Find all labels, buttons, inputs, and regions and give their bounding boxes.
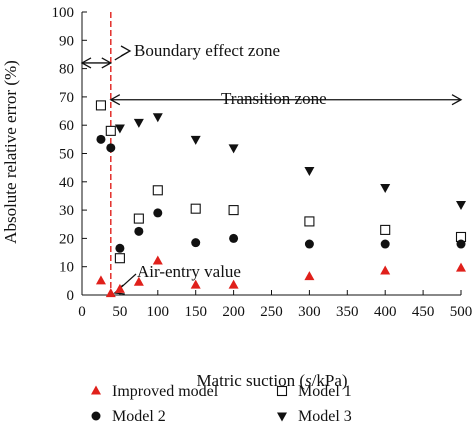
y-tick-label: 10 (59, 260, 74, 276)
point-triangle-up (114, 283, 125, 293)
x-tick-label: 500 (450, 304, 473, 320)
legend-label: Improved model (112, 383, 219, 400)
transition-arrow-head-right (451, 94, 463, 106)
point-square-open (133, 213, 144, 224)
point-triangle-down (133, 118, 144, 128)
legend-marker-triangle-up (91, 385, 101, 395)
point-circle (191, 238, 201, 248)
point-square-open (228, 205, 239, 216)
legend-label: Model 3 (298, 408, 352, 425)
point-triangle-down (456, 200, 466, 210)
point-triangle-up (304, 271, 315, 281)
point-circle (380, 239, 390, 249)
point-square-open (152, 185, 163, 196)
y-tick-label: 60 (59, 118, 74, 134)
point-triangle-up (95, 275, 106, 285)
legend-label: Model 2 (112, 408, 166, 425)
point-triangle-up (228, 279, 239, 289)
point-triangle-up (456, 262, 466, 272)
legend-marker-square-open (276, 385, 288, 397)
y-tick-label: 50 (59, 147, 74, 163)
y-tick-label: 100 (52, 5, 75, 21)
y-axis-title: Absolute relative error (%) (1, 60, 20, 244)
point-triangle-up (105, 288, 116, 298)
point-square-open (114, 253, 125, 264)
x-axis-title: Matric suction (s/kPa) (196, 371, 347, 390)
x-tick-label: 200 (222, 304, 245, 320)
transition-zone-label: Transition zone (221, 89, 327, 108)
point-circle (134, 226, 144, 236)
y-tick-label: 90 (59, 33, 74, 49)
point-triangle-down (114, 124, 125, 134)
x-tick-label: 300 (298, 304, 321, 320)
axis-ticks: 0 50 100 150 200 250 300 350 400 450 500 0 10 20 30 40 5… (52, 5, 473, 320)
legend-label: Model 1 (298, 383, 352, 400)
point-circle (96, 134, 106, 144)
annotations: Boundary effect zone Transition zone Air… (80, 41, 463, 295)
point-circle (304, 239, 314, 249)
point-triangle-up (380, 265, 391, 275)
boundary-pointer-head (120, 45, 132, 57)
point-triangle-down (190, 135, 201, 145)
boundary-zone-label: Boundary effect zone (134, 41, 280, 60)
x-tick-label: 50 (112, 304, 127, 320)
point-circle (106, 143, 116, 153)
point-square-open (190, 203, 201, 214)
x-tick-label: 350 (336, 304, 359, 320)
point-square-open (304, 216, 315, 227)
y-tick-label: 70 (59, 90, 74, 106)
data-points (95, 100, 467, 298)
x-tick-label: 150 (184, 304, 207, 320)
point-square-open (95, 100, 106, 111)
x-tick-label: 0 (78, 304, 86, 320)
x-tick-label: 100 (147, 304, 170, 320)
y-tick-label: 0 (67, 288, 75, 304)
y-tick-label: 30 (59, 203, 74, 219)
boundary-arrow-head-right (101, 57, 113, 69)
point-triangle-down (228, 144, 239, 154)
point-square-open (380, 224, 391, 235)
point-triangle-down (380, 183, 391, 193)
point-circle (115, 243, 125, 253)
point-triangle-down (152, 113, 163, 123)
point-triangle-up (133, 276, 144, 286)
point-circle (229, 233, 239, 243)
legend-marker-circle (91, 411, 101, 421)
legend: Improved model Model 1 Model 2 Model 3 (91, 383, 352, 425)
point-circle (456, 239, 466, 249)
x-tick-label: 450 (412, 304, 435, 320)
point-square-open (105, 125, 116, 136)
point-circle (153, 208, 163, 218)
y-tick-label: 20 (59, 231, 74, 247)
y-tick-label: 80 (59, 62, 74, 78)
y-tick-label: 40 (59, 175, 74, 191)
point-triangle-up (190, 279, 201, 289)
point-triangle-up (152, 255, 163, 265)
legend-marker-triangle-down (277, 412, 287, 422)
transition-arrow-head-left (109, 94, 121, 106)
x-tick-label: 400 (374, 304, 397, 320)
air-entry-label: Air-entry value (137, 262, 241, 281)
point-triangle-down (304, 166, 315, 176)
x-tick-label: 250 (260, 304, 283, 320)
boundary-arrow-head-left (80, 57, 92, 69)
